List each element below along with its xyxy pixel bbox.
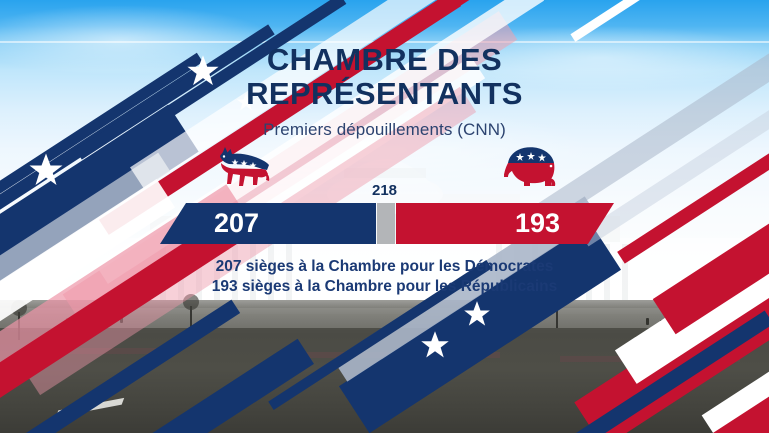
road-strip — [0, 308, 769, 328]
caption-block: 207 sièges à la Chambre pour les Démocra… — [0, 257, 769, 297]
star-icon — [464, 301, 490, 326]
headline-block: CHAMBRE DES REPRÉSENTANTS Premiers dépou… — [0, 44, 769, 140]
pedestrian — [120, 316, 123, 323]
star-icon — [187, 55, 219, 86]
republican-seat-bar[interactable]: 193 — [396, 203, 614, 244]
hedge-row — [40, 348, 160, 354]
pedestrian — [646, 318, 649, 325]
star-icon — [236, 92, 256, 111]
caption-line-1: 207 sièges à la Chambre pour les Démocra… — [215, 258, 554, 275]
title-line-1: CHAMBRE DES — [266, 42, 503, 77]
subtitle: Premiers dépouillements (CNN) — [263, 120, 506, 139]
republican-elephant-icon — [504, 147, 556, 186]
stripe-white — [570, 0, 710, 42]
democrat-seat-bar[interactable]: 207 — [160, 203, 376, 244]
tree — [183, 294, 199, 332]
majority-marker-label: 218 — [371, 182, 398, 199]
democrat-seat-count: 207 — [214, 208, 260, 238]
title-line-2: REPRÉSENTANTS — [246, 76, 523, 111]
republican-seat-count: 193 — [514, 208, 560, 238]
star-icon — [421, 331, 449, 358]
seat-bar: 207 193 — [0, 203, 769, 244]
star-icon — [29, 153, 63, 185]
majority-divider — [377, 203, 395, 244]
page-title: CHAMBRE DES REPRÉSENTANTS — [0, 44, 769, 109]
caption-line-2: 193 sièges à la Chambre pour les Républi… — [211, 278, 558, 295]
democratic-donkey-icon — [220, 147, 270, 186]
